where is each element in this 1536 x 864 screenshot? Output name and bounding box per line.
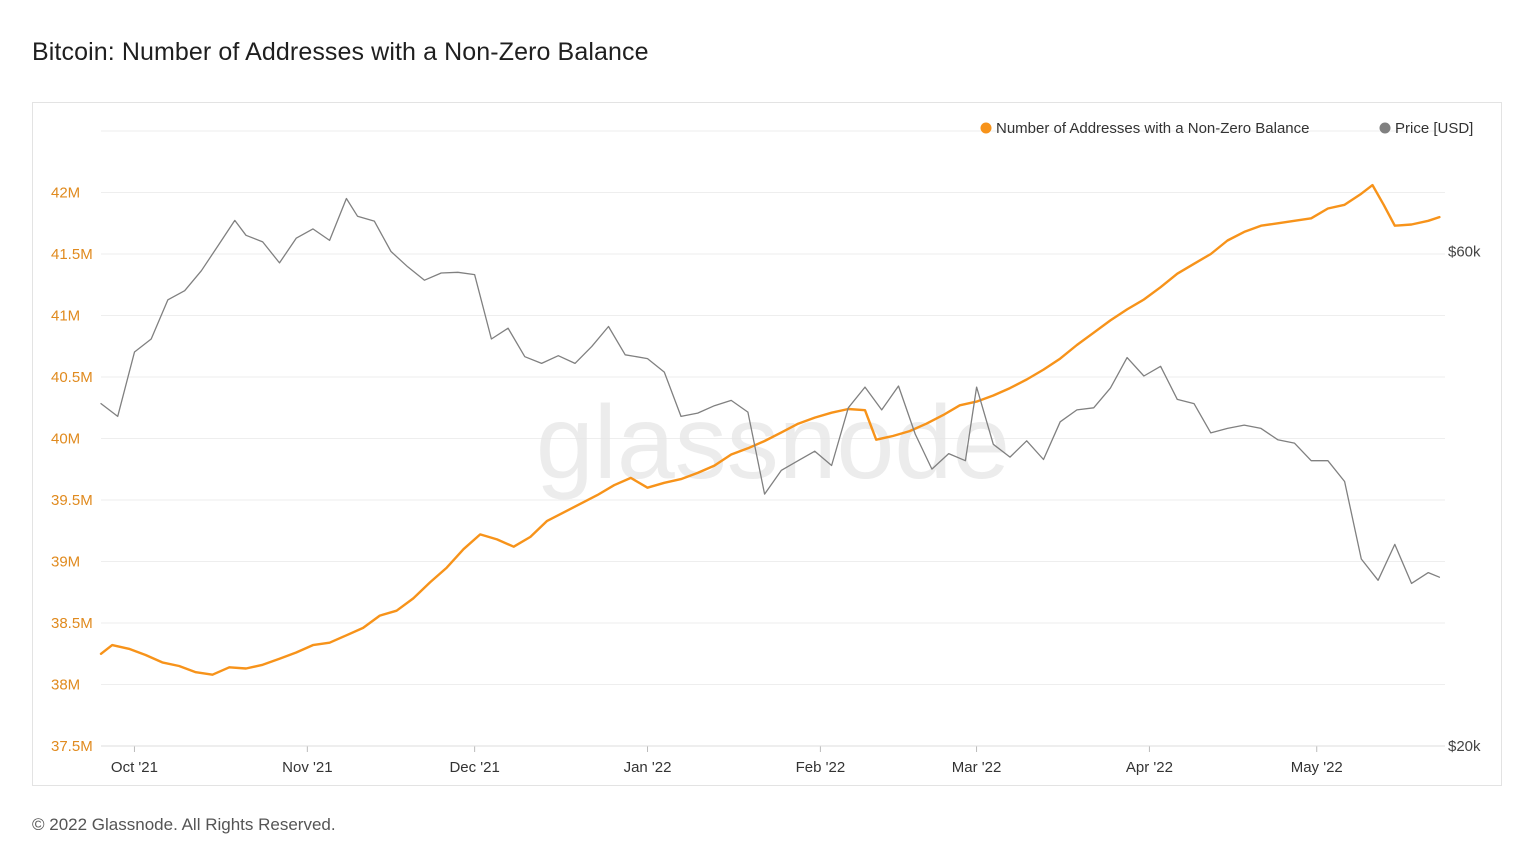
right-y-axis: $20k $60k	[1448, 244, 1481, 755]
legend-item-addresses[interactable]: Number of Addresses with a Non-Zero Bala…	[980, 120, 1310, 137]
addresses-series-line	[99, 183, 1441, 676]
left-axis-tick-label: 40M	[51, 431, 80, 448]
right-axis-tick-label: $20k	[1448, 738, 1481, 755]
left-axis-tick-label: 38M	[51, 677, 80, 694]
grid	[101, 130, 1445, 747]
x-axis-tick-label: Feb '22	[796, 759, 846, 776]
right-axis-tick-label: $60k	[1448, 244, 1481, 261]
chart-canvas[interactable]: glassnode 37.5M 38M 38.5M 39M 39.5M 40M 40.5M 4…	[33, 103, 1501, 785]
price-series-line	[100, 197, 1441, 585]
left-axis-tick-label: 39.5M	[51, 492, 93, 509]
left-axis-tick-label: 37.5M	[51, 738, 93, 755]
chart-panel: glassnode 37.5M 38M 38.5M 39M 39.5M 40M 40.5M 4…	[32, 102, 1502, 786]
legend-swatch-addresses	[980, 122, 992, 134]
legend-label-price: Price [USD]	[1395, 120, 1473, 137]
left-axis-tick-label: 41.5M	[51, 246, 93, 263]
x-axis-tick-label: Mar '22	[952, 759, 1002, 776]
left-axis-tick-label: 41M	[51, 308, 80, 325]
legend-swatch-price	[1379, 122, 1391, 134]
left-y-axis: 37.5M 38M 38.5M 39M 39.5M 40M 40.5M 41M 41.5M 42M	[51, 185, 93, 756]
left-axis-tick-label: 39M	[51, 554, 80, 571]
legend-label-addresses: Number of Addresses with a Non-Zero Bala…	[996, 120, 1309, 137]
x-axis-tick-label: Oct '21	[111, 759, 158, 776]
left-axis-tick-label: 40.5M	[51, 369, 93, 386]
x-axis-tick-label: Nov '21	[282, 759, 332, 776]
left-axis-tick-label: 38.5M	[51, 615, 93, 632]
x-axis: Oct '21 Nov '21 Dec '21 Jan '22 Feb '22 Mar '…	[101, 745, 1445, 776]
watermark: glassnode	[536, 385, 1010, 501]
x-axis-tick-label: Apr '22	[1126, 759, 1173, 776]
x-axis-tick-label: Dec '21	[449, 759, 499, 776]
x-axis-tick-label: May '22	[1291, 759, 1343, 776]
x-axis-tick-label: Jan '22	[624, 759, 672, 776]
legend[interactable]: Number of Addresses with a Non-Zero Bala…	[980, 120, 1474, 137]
series-layer	[99, 183, 1441, 676]
legend-item-price[interactable]: Price [USD]	[1379, 120, 1474, 137]
chart-title: Bitcoin: Number of Addresses with a Non-…	[32, 38, 649, 66]
left-axis-tick-label: 42M	[51, 185, 80, 202]
copyright-footer: © 2022 Glassnode. All Rights Reserved.	[32, 815, 336, 834]
